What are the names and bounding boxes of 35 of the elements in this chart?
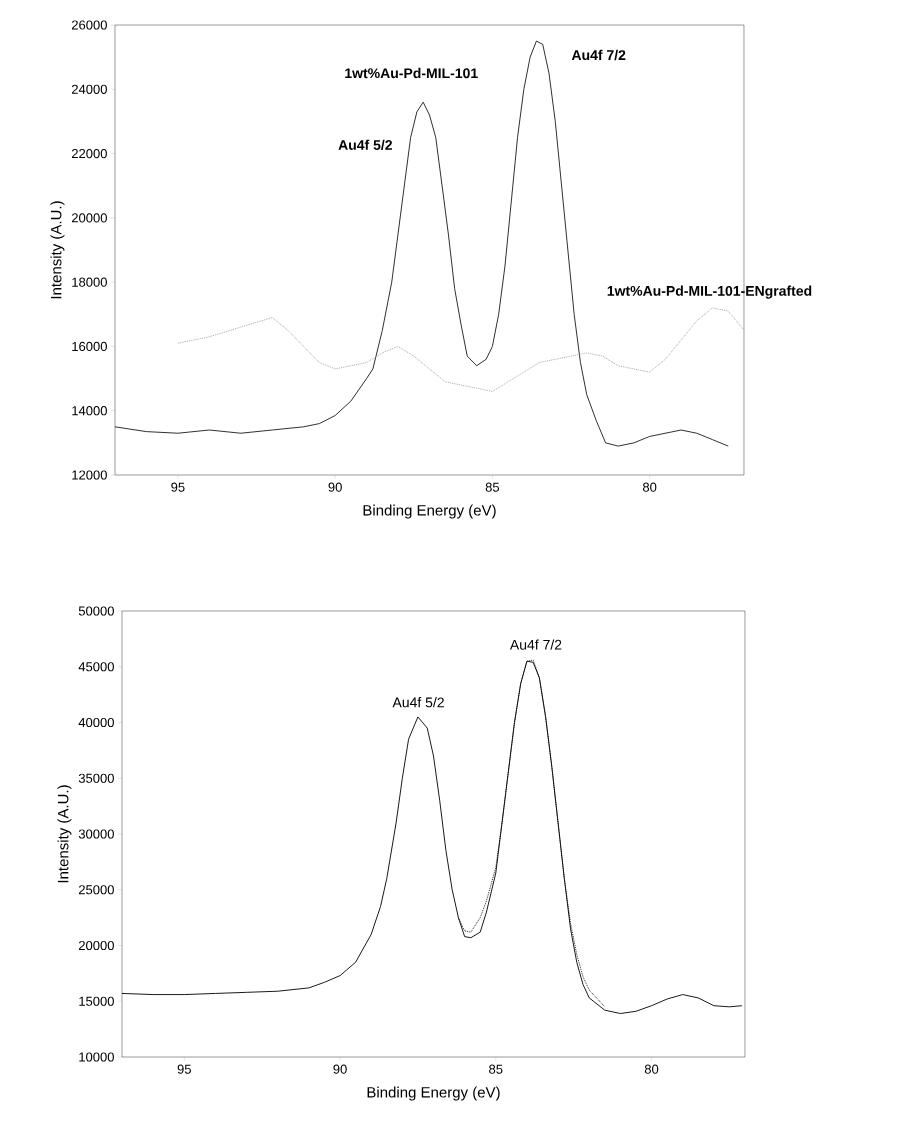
- x-axis-title: Binding Energy (eV): [363, 504, 496, 519]
- x-tick-label: 95: [171, 482, 185, 492]
- y-tick-label: 24000: [71, 84, 107, 94]
- y-tick-label: 22000: [71, 148, 107, 159]
- y-tick-label: 18000: [72, 277, 107, 287]
- x-axis-title: Binding Energy (eV): [367, 1086, 500, 1101]
- annotation: Au4f 5/2: [392, 697, 444, 708]
- y-tick-label: 12000: [72, 470, 107, 480]
- y-tick-label: 25000: [78, 885, 114, 895]
- annotation: Au4f 5/2: [338, 139, 392, 151]
- x-tick-label: 90: [333, 1064, 347, 1074]
- text: 1wt%Au-Pd-MIL-101: [345, 67, 478, 79]
- y-tick-label: 20000: [78, 940, 114, 951]
- x-tick-label: 80: [642, 482, 657, 492]
- x-tick-label: 80: [644, 1064, 659, 1074]
- x-tick-label: 85: [489, 1064, 503, 1074]
- annotation: Au4f 7/2: [571, 49, 626, 61]
- y-tick-label: 35000: [78, 773, 114, 783]
- x-tick-label: 95: [177, 1064, 191, 1074]
- series-label: 1wt%Au-Pd-MIL-101-ENgrafted: [607, 285, 812, 299]
- y-axis-title: Intensity (A.U.): [57, 785, 72, 883]
- y-tick-label: 50000: [78, 606, 114, 616]
- y-axis-title: Intensity (A.U.): [50, 201, 65, 299]
- annotation: Au4f 7/2: [509, 639, 562, 650]
- y-tick-label: 26000: [71, 20, 107, 30]
- y-tick-label: 10000: [79, 1052, 114, 1062]
- y-tick-label: 20000: [71, 213, 107, 223]
- y-tick-label: 15000: [79, 996, 114, 1006]
- y-tick-label: 14000: [72, 406, 107, 416]
- x-tick-label: 90: [328, 482, 342, 492]
- x-tick-label: 85: [485, 482, 500, 492]
- y-tick-label: 30000: [78, 829, 114, 839]
- y-tick-label: 16000: [72, 341, 107, 352]
- y-tick-label: 45000: [78, 662, 114, 672]
- y-tick-label: 40000: [78, 717, 114, 728]
